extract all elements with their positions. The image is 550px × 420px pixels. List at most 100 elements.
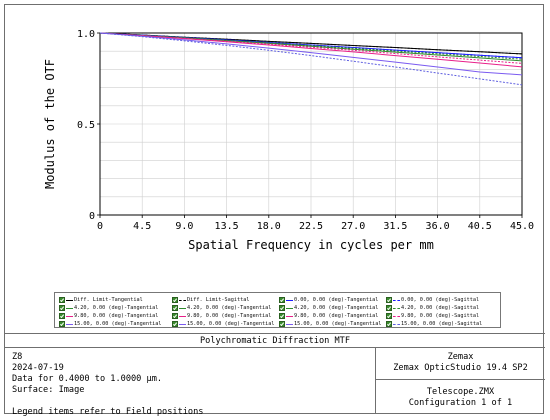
- footer-line-surface: Surface: Image: [12, 385, 85, 395]
- legend-line-swatch: [66, 315, 73, 317]
- legend-line-swatch: [286, 299, 293, 301]
- legend-item[interactable]: 15.00, 0.00 (deg)-Sagittal: [386, 320, 482, 328]
- legend-item[interactable]: 9.80, 0.00 (deg)-Tangential: [172, 312, 271, 320]
- legend-line-swatch: [179, 299, 186, 301]
- mtf-plot-area: 0 4.5 9.0 13.5 18.0 22.5 27.0 31.5 36.0 40.5 45.0 0…: [5, 5, 545, 287]
- x-tick-label: 45.0: [510, 221, 534, 232]
- legend-item-label: 0.00, 0.00 (deg)-Sagittal: [401, 297, 480, 303]
- legend-item-label: 9.80, 0.00 (deg)-Tangential: [187, 313, 272, 319]
- legend-item-label: 4.20, 0.00 (deg)-Tangential: [294, 305, 379, 311]
- checkbox-checked-icon[interactable]: [59, 305, 65, 311]
- y-tick-label: 1.0: [77, 29, 95, 40]
- legend-item[interactable]: 4.20, 0.00 (deg)-Tangential: [279, 304, 378, 312]
- x-tick-label: 9.0: [175, 221, 193, 232]
- legend-item[interactable]: 9.80, 0.00 (deg)-Tangential: [59, 312, 158, 320]
- x-tick-label: 36.0: [426, 221, 450, 232]
- legend-item[interactable]: 15.00, 0.00 (deg)-Tangential: [172, 320, 274, 328]
- legend-line-swatch: [179, 323, 186, 325]
- legend-item[interactable]: 9.80, 0.00 (deg)-Sagittal: [386, 312, 479, 320]
- y-tick-label: 0: [89, 211, 95, 222]
- plot-frame: [99, 32, 523, 216]
- checkbox-checked-icon[interactable]: [386, 321, 392, 327]
- legend-line-swatch: [393, 307, 400, 309]
- footer-configuration: Configuration 1 of 1: [408, 398, 513, 408]
- footer-info: Z8 2024-07-19 Data for 0.4000 to 1.0000 …: [12, 352, 203, 418]
- checkbox-checked-icon[interactable]: [386, 297, 392, 303]
- legend-item-label: 9.80, 0.00 (deg)-Tangential: [294, 313, 379, 319]
- y-tick-label: 0.5: [77, 120, 95, 131]
- footer-line-id: Z8: [12, 352, 23, 362]
- legend-line-swatch: [66, 307, 73, 309]
- mtf-series-line: [99, 32, 523, 86]
- legend-line-swatch: [393, 315, 400, 317]
- legend-item[interactable]: 4.20, 0.00 (deg)-Tangential: [59, 304, 158, 312]
- legend-item-label: 4.20, 0.00 (deg)-Sagittal: [401, 305, 480, 311]
- legend-item[interactable]: 4.20, 0.00 (deg)-Tangential: [172, 304, 271, 312]
- legend-line-swatch: [179, 315, 186, 317]
- legend-line-swatch: [66, 323, 73, 325]
- legend-item-label: Diff. Limit-Tangential: [74, 297, 143, 303]
- legend-item-label: 9.80, 0.00 (deg)-Tangential: [74, 313, 159, 319]
- legend-item[interactable]: Diff. Limit-Sagittal: [172, 296, 249, 304]
- mtf-chart: 0 4.5 9.0 13.5 18.0 22.5 27.0 31.5 36.0 40.5 45.0 0…: [43, 29, 534, 252]
- x-tick-label: 18.0: [257, 221, 281, 232]
- legend-item-label: 9.80, 0.00 (deg)-Sagittal: [401, 313, 480, 319]
- x-tick-label: 13.5: [215, 221, 239, 232]
- checkbox-checked-icon[interactable]: [386, 305, 392, 311]
- mtf-analysis-window: 0 4.5 9.0 13.5 18.0 22.5 27.0 31.5 36.0 40.5 45.0 0…: [4, 4, 545, 417]
- footer-panel: Polychromatic Diffraction MTF Z8 2024-07…: [5, 333, 545, 417]
- legend-line-swatch: [66, 299, 73, 301]
- footer-file: Telescope.ZMX: [426, 387, 495, 397]
- legend-item-label: 15.00, 0.00 (deg)-Sagittal: [401, 321, 483, 327]
- footer-legend-note: Legend items refer to Field positions: [12, 407, 204, 417]
- legend-item[interactable]: 4.20, 0.00 (deg)-Sagittal: [386, 304, 479, 312]
- legend-line-swatch: [179, 307, 186, 309]
- x-tick-label: 40.5: [468, 221, 492, 232]
- legend-item[interactable]: 15.00, 0.00 (deg)-Tangential: [59, 320, 161, 328]
- legend-line-swatch: [393, 323, 400, 325]
- footer-product: Zemax OpticStudio 19.4 SP2: [393, 363, 528, 373]
- legend-item[interactable]: 0.00, 0.00 (deg)-Tangential: [279, 296, 378, 304]
- legend-item[interactable]: 0.00, 0.00 (deg)-Sagittal: [386, 296, 479, 304]
- legend-item[interactable]: Diff. Limit-Tangential: [59, 296, 143, 304]
- checkbox-checked-icon[interactable]: [172, 313, 178, 319]
- x-tick-label: 27.0: [341, 221, 365, 232]
- footer-title: Polychromatic Diffraction MTF: [5, 334, 545, 348]
- checkbox-checked-icon[interactable]: [59, 313, 65, 319]
- legend-item-label: 15.00, 0.00 (deg)-Tangential: [294, 321, 382, 327]
- legend-item-label: 4.20, 0.00 (deg)-Tangential: [74, 305, 159, 311]
- footer-company: Zemax: [447, 352, 474, 362]
- footer-right-panel: Zemax Zemax OpticStudio 19.4 SP2 Telesco…: [375, 348, 545, 414]
- legend-item-label: 0.00, 0.00 (deg)-Tangential: [294, 297, 379, 303]
- legend-item[interactable]: 9.80, 0.00 (deg)-Tangential: [279, 312, 378, 320]
- checkbox-checked-icon[interactable]: [386, 313, 392, 319]
- legend-item[interactable]: 15.00, 0.00 (deg)-Tangential: [279, 320, 381, 328]
- mtf-series-line: [99, 32, 523, 76]
- x-tick-label: 31.5: [383, 221, 407, 232]
- checkbox-checked-icon[interactable]: [279, 313, 285, 319]
- y-axis-title: Modulus of the OTF: [43, 59, 57, 189]
- footer-file-box: Telescope.ZMX Configuration 1 of 1: [376, 380, 545, 409]
- mtf-series-line: [99, 32, 523, 64]
- legend-item-label: 15.00, 0.00 (deg)-Tangential: [187, 321, 275, 327]
- x-tick-label: 22.5: [299, 221, 323, 232]
- checkbox-checked-icon[interactable]: [279, 297, 285, 303]
- x-tick-label: 0: [97, 221, 103, 232]
- checkbox-checked-icon[interactable]: [172, 305, 178, 311]
- checkbox-checked-icon[interactable]: [59, 321, 65, 327]
- legend-line-swatch: [393, 299, 400, 301]
- footer-line-data-range: Data for 0.4000 to 1.0000 µm.: [12, 374, 163, 384]
- checkbox-checked-icon[interactable]: [59, 297, 65, 303]
- legend-item-label: 15.00, 0.00 (deg)-Tangential: [74, 321, 162, 327]
- x-axis-title: Spatial Frequency in cycles per mm: [188, 238, 434, 252]
- legend-line-swatch: [286, 307, 293, 309]
- checkbox-checked-icon[interactable]: [172, 321, 178, 327]
- checkbox-checked-icon[interactable]: [279, 305, 285, 311]
- legend-line-swatch: [286, 315, 293, 317]
- checkbox-checked-icon[interactable]: [279, 321, 285, 327]
- footer-line-date: 2024-07-19: [12, 363, 64, 373]
- x-tick-label: 4.5: [133, 221, 151, 232]
- checkbox-checked-icon[interactable]: [172, 297, 178, 303]
- legend-item-label: 4.20, 0.00 (deg)-Tangential: [187, 305, 272, 311]
- legend-line-swatch: [286, 323, 293, 325]
